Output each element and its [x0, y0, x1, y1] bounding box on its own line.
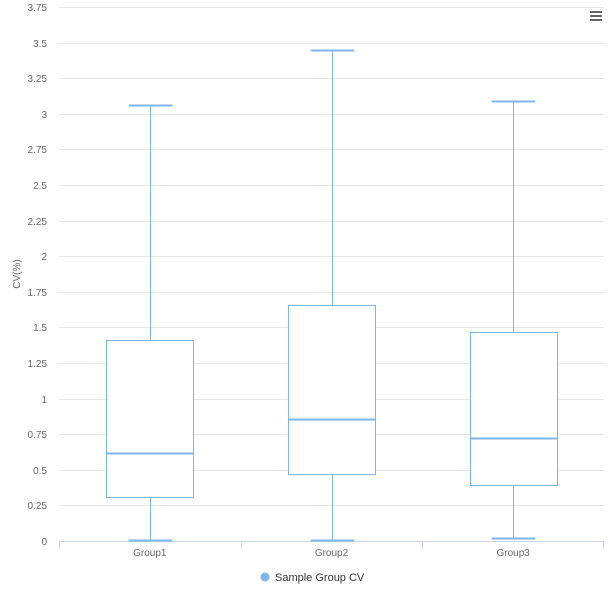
- y-tick-label: 0: [41, 537, 47, 548]
- y-tick-label: 3.25: [28, 74, 48, 85]
- y-tick-label: 0.25: [28, 501, 48, 512]
- box-group: [288, 49, 376, 542]
- box-group: [106, 104, 194, 542]
- y-tick-label: 2.5: [33, 181, 47, 192]
- iqr-box: [106, 340, 194, 498]
- y-axis-title: CV(%): [12, 259, 23, 288]
- iqr-box: [470, 332, 558, 486]
- x-axis: Group1 Group2 Group3: [59, 541, 604, 559]
- hamburger-menu-icon[interactable]: [586, 6, 606, 26]
- legend-label: Sample Group CV: [275, 572, 365, 584]
- legend[interactable]: Sample Group CV: [260, 572, 365, 584]
- y-tick-label: 1.25: [28, 359, 48, 370]
- iqr-box: [288, 305, 376, 475]
- boxes: [106, 49, 558, 542]
- y-tick-label: 1.5: [33, 323, 47, 334]
- box-group: [470, 100, 558, 540]
- legend-marker: [260, 572, 270, 582]
- y-axis: 0 0.25 0.5 0.75 1 1.25 1.5 1.75 2 2.25 2.5 2.75 3 3.2…: [28, 3, 48, 548]
- y-tick-label: 3.75: [28, 3, 48, 14]
- y-tick-label: 2.75: [28, 145, 48, 156]
- x-tick-label: Group3: [496, 548, 530, 559]
- y-tick-label: 1: [41, 395, 47, 406]
- y-tick-label: 0.5: [33, 466, 47, 477]
- y-tick-label: 2: [41, 252, 47, 263]
- y-tick-label: 1.75: [28, 288, 48, 299]
- y-tick-label: 2.25: [28, 217, 48, 228]
- y-tick-label: 0.75: [28, 430, 48, 441]
- x-tick-label: Group1: [133, 548, 167, 559]
- y-tick-label: 3: [41, 110, 47, 121]
- y-tick-label: 3.5: [33, 39, 47, 50]
- x-tick-label: Group2: [315, 548, 349, 559]
